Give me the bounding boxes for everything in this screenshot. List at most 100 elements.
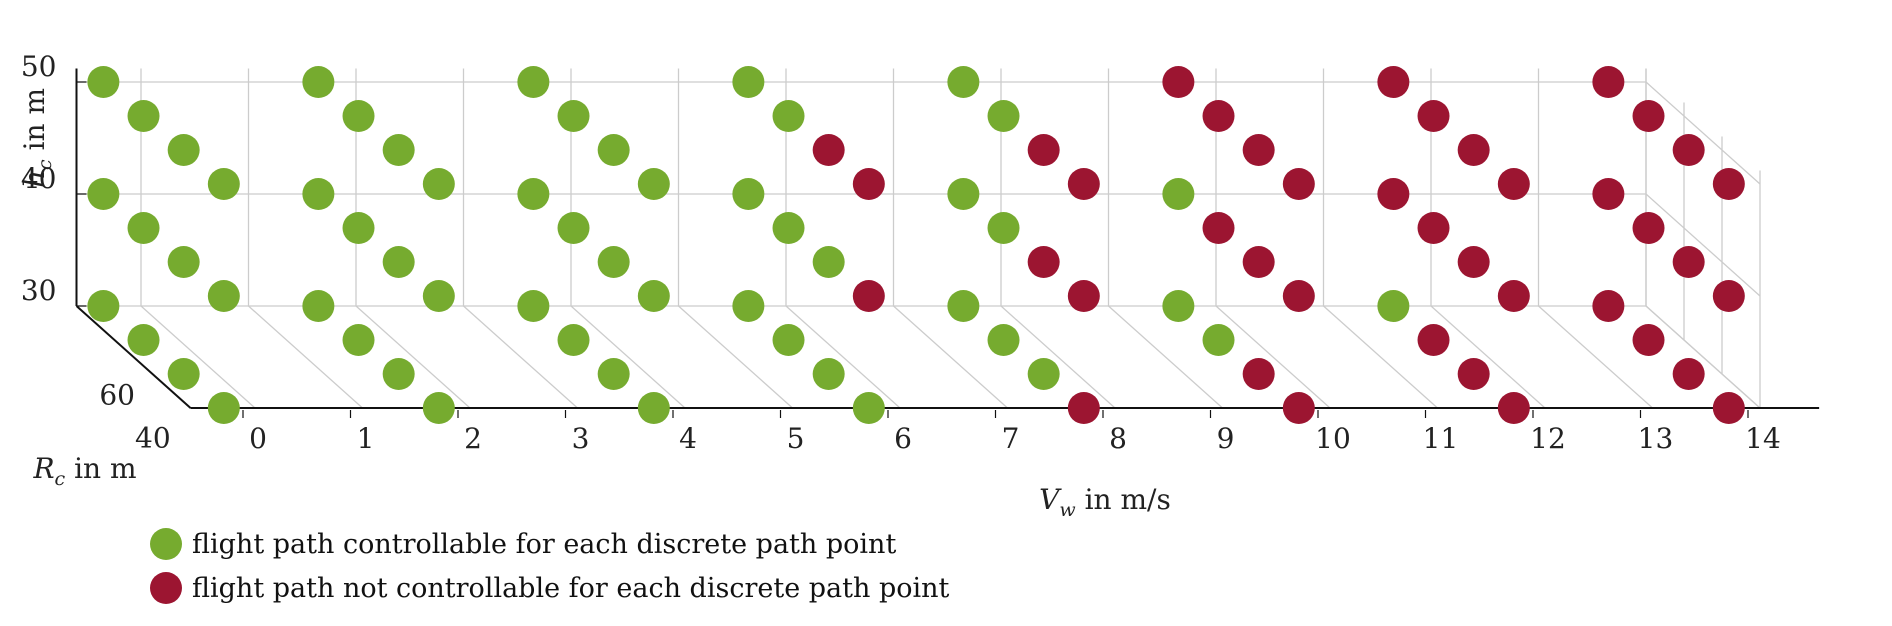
point-not-controllable	[1712, 168, 1745, 200]
point-controllable	[1027, 358, 1060, 390]
grid-line	[1108, 305, 1223, 409]
point-controllable	[382, 246, 415, 278]
axes	[75, 68, 1820, 418]
point-controllable	[127, 100, 160, 132]
grid-line	[1645, 81, 1761, 185]
point-not-controllable	[1457, 246, 1490, 278]
point-controllable	[342, 324, 375, 356]
grid-line	[785, 305, 901, 409]
point-controllable	[302, 66, 335, 98]
point-controllable	[772, 212, 805, 244]
r-axis-label: Rc in m	[32, 452, 136, 490]
point-controllable	[382, 134, 415, 166]
legend: flight path controllable for each discre…	[150, 522, 949, 610]
point-controllable	[422, 168, 455, 200]
point-not-controllable	[812, 134, 845, 166]
grid-line	[678, 305, 793, 409]
x-tick-label: 4	[679, 422, 697, 455]
point-controllable	[772, 324, 805, 356]
point-controllable	[342, 100, 375, 132]
grid-lines	[76, 68, 1761, 409]
point-not-controllable	[1497, 280, 1530, 312]
point-controllable	[597, 358, 630, 390]
x-tick-label: 8	[1109, 422, 1127, 455]
point-controllable	[517, 290, 550, 322]
grid-line	[893, 305, 1008, 409]
point-not-controllable	[1632, 324, 1665, 356]
point-not-controllable	[1242, 246, 1275, 278]
point-controllable	[637, 392, 670, 424]
point-not-controllable	[1282, 392, 1315, 424]
point-controllable	[557, 100, 590, 132]
point-not-controllable	[1282, 280, 1315, 312]
point-not-controllable	[1242, 134, 1275, 166]
grid-line	[1000, 305, 1116, 409]
point-controllable	[637, 280, 670, 312]
point-controllable	[342, 212, 375, 244]
point-not-controllable	[852, 280, 885, 312]
x-tick-label: 5	[787, 422, 805, 455]
grid-line	[355, 305, 471, 409]
point-controllable	[517, 66, 550, 98]
point-not-controllable	[1417, 100, 1450, 132]
x-tick-label: 3	[572, 422, 590, 455]
point-controllable	[947, 290, 980, 322]
point-controllable	[302, 178, 335, 210]
point-controllable	[207, 392, 240, 424]
point-not-controllable	[1377, 66, 1410, 98]
point-controllable	[772, 100, 805, 132]
axis-labels: Vw in m/s Rc in m hc in m	[18, 88, 1171, 521]
grid-line	[1538, 305, 1653, 409]
point-controllable	[127, 212, 160, 244]
point-controllable	[557, 324, 590, 356]
point-controllable	[852, 392, 885, 424]
x-axis-label: Vw in m/s	[1039, 483, 1171, 521]
x-tick-label: 10	[1315, 422, 1351, 455]
point-not-controllable	[1632, 212, 1665, 244]
x-tick-label: 6	[894, 422, 912, 455]
grid-line	[1645, 305, 1761, 409]
point-not-controllable	[1592, 290, 1625, 322]
point-not-controllable	[1202, 212, 1235, 244]
r-tick-label: 40	[135, 422, 171, 455]
point-not-controllable	[1067, 168, 1100, 200]
grid-line	[1215, 305, 1331, 409]
legend-marker-controllable	[150, 528, 182, 560]
legend-label-not-controllable: flight path not controllable for each di…	[192, 572, 950, 604]
point-controllable	[557, 212, 590, 244]
point-controllable	[127, 324, 160, 356]
point-controllable	[987, 100, 1020, 132]
x-tick-label: 13	[1638, 422, 1674, 455]
point-controllable	[1377, 290, 1410, 322]
point-controllable	[947, 66, 980, 98]
x-tick-label: 2	[464, 422, 482, 455]
point-controllable	[987, 324, 1020, 356]
x-tick-label: 0	[249, 422, 267, 455]
data-points	[87, 66, 1745, 424]
x-tick-label: 9	[1217, 422, 1235, 455]
point-not-controllable	[1457, 134, 1490, 166]
point-controllable	[167, 246, 200, 278]
grid-line	[1645, 193, 1761, 297]
point-controllable	[597, 134, 630, 166]
point-controllable	[1162, 178, 1195, 210]
x-tick-label: 7	[1002, 422, 1020, 455]
point-controllable	[812, 358, 845, 390]
point-controllable	[207, 168, 240, 200]
x-tick-label: 14	[1745, 422, 1781, 455]
h-tick-label: 30	[21, 274, 57, 307]
point-not-controllable	[1067, 280, 1100, 312]
point-controllable	[422, 280, 455, 312]
point-not-controllable	[1712, 392, 1745, 424]
legend-marker-not-controllable	[150, 572, 182, 604]
h-axis-label: hc in m	[18, 88, 56, 188]
point-not-controllable	[1242, 358, 1275, 390]
point-not-controllable	[1457, 358, 1490, 390]
point-controllable	[597, 246, 630, 278]
x-tick-label: 11	[1423, 422, 1459, 455]
point-controllable	[732, 290, 765, 322]
grid-line	[248, 305, 363, 409]
point-controllable	[382, 358, 415, 390]
legend-label-controllable: flight path controllable for each discre…	[192, 528, 897, 560]
point-controllable	[422, 392, 455, 424]
